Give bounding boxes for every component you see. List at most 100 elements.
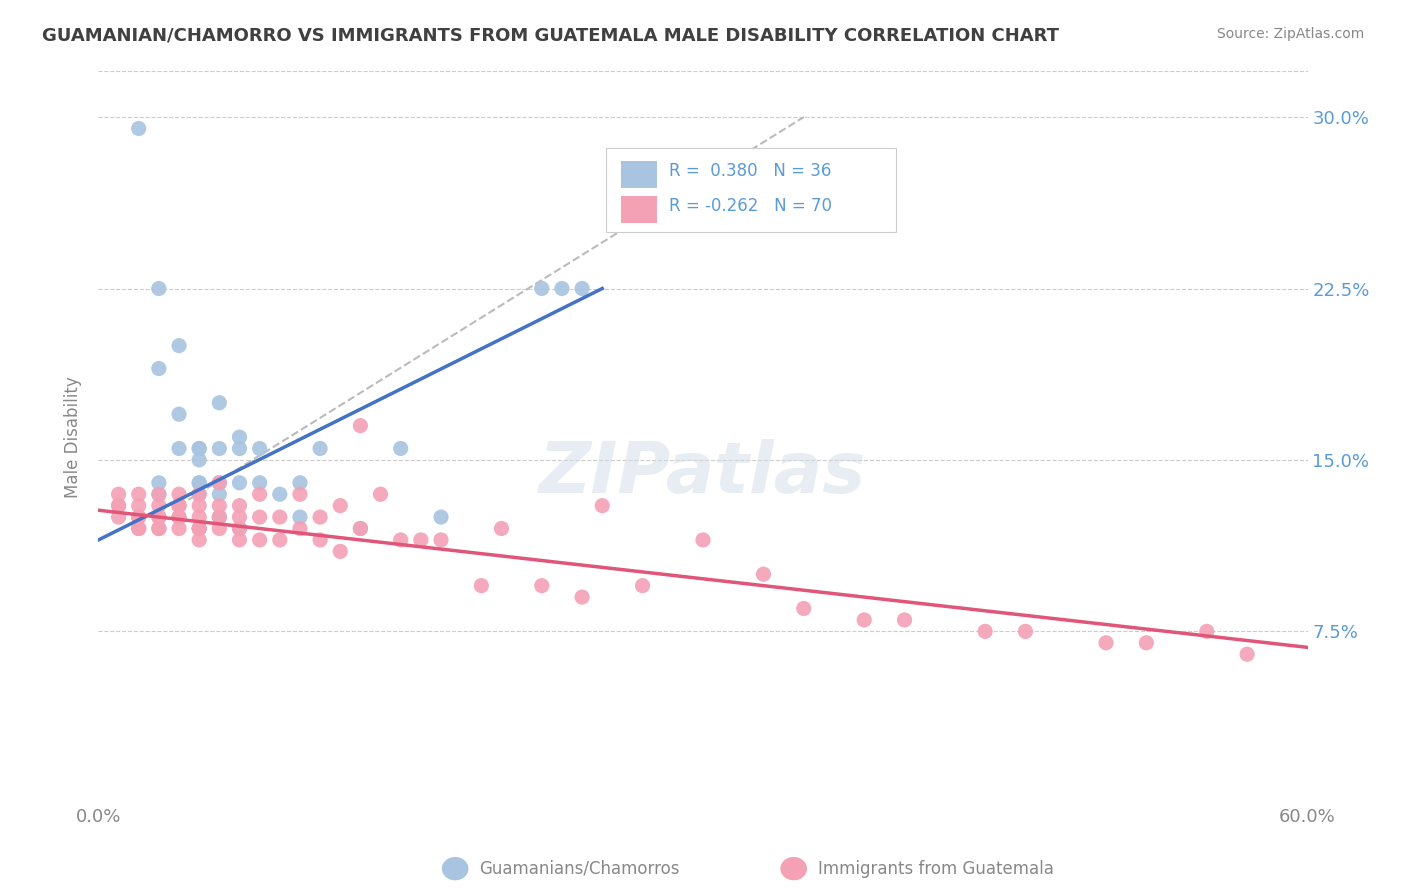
Point xyxy=(228,430,250,444)
Text: Source: ZipAtlas.com: Source: ZipAtlas.com xyxy=(1216,27,1364,41)
Point xyxy=(349,521,371,535)
Point xyxy=(571,281,593,295)
Point xyxy=(530,281,553,295)
Point xyxy=(288,487,311,501)
Point xyxy=(530,579,553,593)
Point xyxy=(249,510,271,524)
Point xyxy=(167,499,190,513)
Text: GUAMANIAN/CHAMORRO VS IMMIGRANTS FROM GUATEMALA MALE DISABILITY CORRELATION CHAR: GUAMANIAN/CHAMORRO VS IMMIGRANTS FROM GU… xyxy=(42,27,1059,45)
Point xyxy=(148,510,170,524)
Point xyxy=(107,510,129,524)
Point xyxy=(228,521,250,535)
Point xyxy=(853,613,876,627)
Point xyxy=(167,499,190,513)
Point xyxy=(409,533,432,547)
Point xyxy=(288,510,311,524)
FancyBboxPatch shape xyxy=(606,148,897,232)
Point xyxy=(269,510,291,524)
Point xyxy=(1014,624,1036,639)
Point xyxy=(692,533,714,547)
Point xyxy=(188,442,211,456)
Point xyxy=(309,533,332,547)
Point xyxy=(167,510,190,524)
Point xyxy=(208,510,231,524)
Point xyxy=(269,487,291,501)
Text: ZIPatlas: ZIPatlas xyxy=(540,439,866,508)
Point xyxy=(188,533,211,547)
Point xyxy=(309,442,332,456)
Point xyxy=(370,487,392,501)
Point xyxy=(249,533,271,547)
Point xyxy=(167,510,190,524)
Point xyxy=(793,601,815,615)
Point xyxy=(128,510,150,524)
Point xyxy=(167,487,190,501)
Point xyxy=(591,499,613,513)
Ellipse shape xyxy=(441,857,468,880)
Text: R = -0.262   N = 70: R = -0.262 N = 70 xyxy=(669,197,832,215)
Text: Immigrants from Guatemala: Immigrants from Guatemala xyxy=(818,860,1053,878)
Point xyxy=(188,475,211,490)
Point xyxy=(249,475,271,490)
Point xyxy=(188,475,211,490)
Point xyxy=(148,521,170,535)
Point xyxy=(228,499,250,513)
Text: R =  0.380   N = 36: R = 0.380 N = 36 xyxy=(669,162,831,180)
Point xyxy=(167,407,190,421)
Point xyxy=(249,442,271,456)
Ellipse shape xyxy=(780,857,807,880)
Point xyxy=(188,499,211,513)
Y-axis label: Male Disability: Male Disability xyxy=(65,376,83,498)
Point xyxy=(430,533,453,547)
Point xyxy=(288,521,311,535)
Point xyxy=(1135,636,1157,650)
Point xyxy=(167,521,190,535)
Point xyxy=(389,442,412,456)
Point xyxy=(148,510,170,524)
Point xyxy=(188,510,211,524)
Point xyxy=(571,590,593,604)
Point xyxy=(188,521,211,535)
Point xyxy=(208,487,231,501)
Point xyxy=(470,579,492,593)
Point xyxy=(148,487,170,501)
Point xyxy=(148,475,170,490)
Point xyxy=(208,475,231,490)
Point xyxy=(107,499,129,513)
Point xyxy=(148,281,170,295)
Point xyxy=(128,499,150,513)
Text: Guamanians/Chamorros: Guamanians/Chamorros xyxy=(479,860,681,878)
Point xyxy=(208,442,231,456)
Point xyxy=(631,579,654,593)
Point xyxy=(128,521,150,535)
Point xyxy=(228,510,250,524)
Point xyxy=(208,521,231,535)
Point xyxy=(188,453,211,467)
Point xyxy=(1095,636,1118,650)
Point xyxy=(1195,624,1218,639)
Point xyxy=(167,338,190,352)
Point xyxy=(107,499,129,513)
Point xyxy=(208,510,231,524)
Point xyxy=(228,521,250,535)
Point xyxy=(128,521,150,535)
Point xyxy=(349,521,371,535)
FancyBboxPatch shape xyxy=(621,195,657,224)
Point xyxy=(148,487,170,501)
FancyBboxPatch shape xyxy=(621,161,657,188)
Point xyxy=(974,624,997,639)
Point xyxy=(148,521,170,535)
Point xyxy=(128,487,150,501)
Point xyxy=(309,510,332,524)
Point xyxy=(128,121,150,136)
Point xyxy=(389,533,412,547)
Point xyxy=(228,533,250,547)
Point xyxy=(128,510,150,524)
Point xyxy=(349,418,371,433)
Point xyxy=(188,521,211,535)
Point xyxy=(208,475,231,490)
Point xyxy=(148,361,170,376)
Point xyxy=(752,567,775,582)
Point xyxy=(188,487,211,501)
Point xyxy=(208,499,231,513)
